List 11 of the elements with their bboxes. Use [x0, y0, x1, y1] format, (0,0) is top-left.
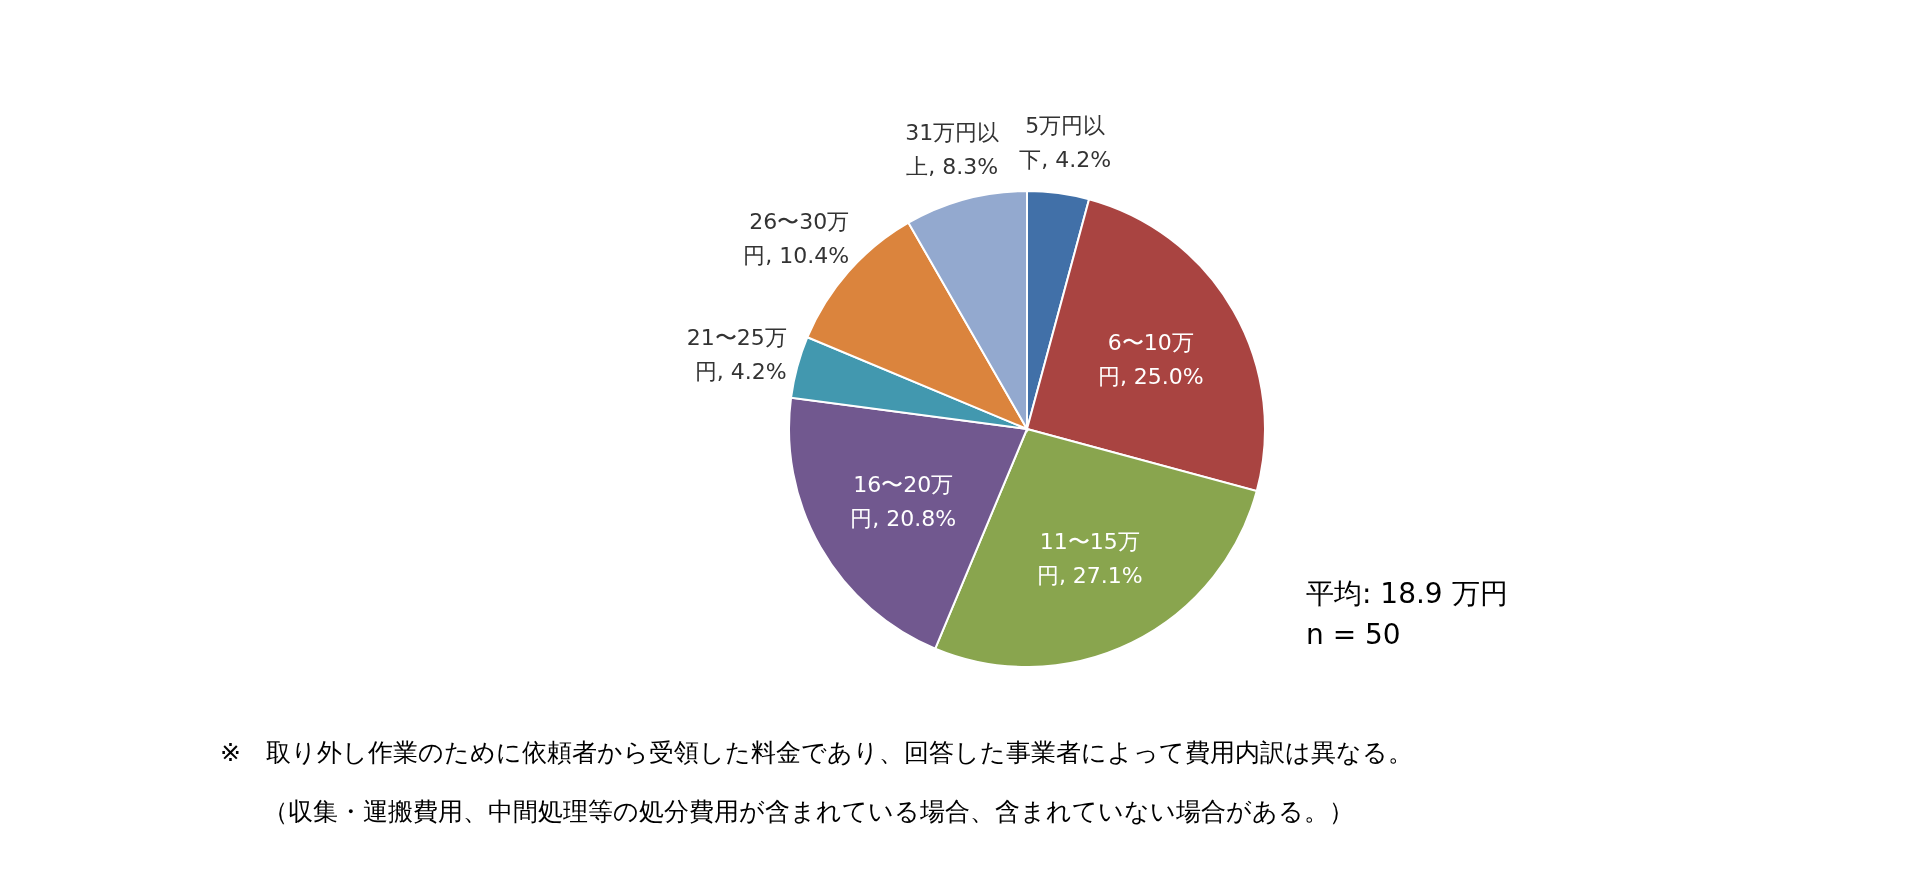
text: ※ 取り外し作業のために依頼者から受領した料金であり、回答した事業者によって費用内訳は異なる。	[220, 738, 1413, 767]
slice-label: 31万円以上, 8.3%	[905, 120, 1000, 180]
text: 平均: 18.9 万円	[1306, 577, 1508, 610]
slice-label: 26〜30万円, 10.4%	[743, 208, 850, 268]
text: （収集・運搬費用、中間処理等の処分費用が含まれている場合、含まれていない場合がある。）	[263, 797, 1354, 826]
slice-label: 6〜10万円, 25.0%	[1097, 329, 1204, 389]
slice-label: 5万円以下, 4.2%	[1019, 113, 1112, 173]
text: n = 50	[1306, 618, 1401, 651]
slice-label: 21〜25万円, 4.2%	[686, 325, 787, 385]
slice-label: 16〜20万円, 20.8%	[850, 472, 957, 532]
slice-label: 11〜15万円, 27.1%	[1036, 529, 1143, 589]
